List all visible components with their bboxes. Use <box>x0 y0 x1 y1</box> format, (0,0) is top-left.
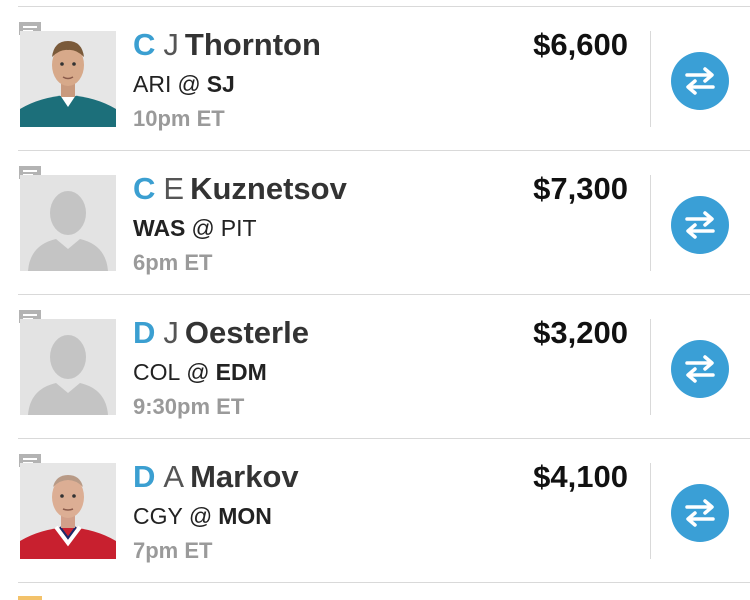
game-matchup: ARI @ SJ <box>133 71 235 98</box>
silhouette-icon <box>20 319 116 415</box>
away-team: WAS <box>133 215 186 241</box>
swap-arrows-icon <box>685 211 715 239</box>
silhouette-icon <box>20 175 116 271</box>
player-salary: $7,300 <box>533 171 628 206</box>
player-name[interactable]: D A Markov <box>133 459 299 495</box>
player-last-name: Thornton <box>184 27 321 62</box>
swap-player-button[interactable] <box>671 196 729 254</box>
vertical-divider <box>650 31 651 127</box>
player-name[interactable]: D J Oesterle <box>133 315 309 351</box>
swap-arrows-icon <box>685 499 715 527</box>
player-photo-placeholder <box>20 319 116 415</box>
game-time: 7pm ET <box>133 538 213 563</box>
player-row[interactable]: C E Kuznetsov WAS @ PIT 6pm ET $7,300 <box>0 151 750 294</box>
player-position: D <box>133 459 156 494</box>
home-team: SJ <box>206 71 235 97</box>
player-position: D <box>133 315 156 350</box>
at-symbol: @ <box>186 359 210 385</box>
player-name[interactable]: C E Kuznetsov <box>133 171 347 207</box>
player-row[interactable]: D J Oesterle COL @ EDM 9:30pm ET $3,200 <box>0 295 750 438</box>
vertical-divider <box>650 463 651 559</box>
away-team: CGY <box>133 503 183 529</box>
at-symbol: @ <box>191 215 215 241</box>
player-last-name: Kuznetsov <box>190 171 347 206</box>
away-team: COL <box>133 359 181 385</box>
player-name[interactable]: C J Thornton <box>133 27 321 63</box>
row-divider <box>18 294 750 295</box>
home-team: PIT <box>220 215 257 241</box>
row-divider <box>18 438 750 439</box>
player-first-initial: J <box>163 315 179 350</box>
player-position: C <box>133 171 156 206</box>
player-row[interactable]: C J Thornton ARI @ SJ 10pm ET $6,600 <box>0 7 750 150</box>
player-first-initial: E <box>163 171 185 206</box>
row-divider <box>18 582 750 583</box>
next-row-accent <box>18 596 42 600</box>
row-divider <box>18 6 750 7</box>
vertical-divider <box>650 319 651 415</box>
row-divider <box>18 150 750 151</box>
at-symbol: @ <box>188 503 213 529</box>
at-symbol: @ <box>177 71 201 97</box>
player-position: C <box>133 27 156 62</box>
game-time: 9:30pm ET <box>133 394 245 419</box>
game-time: 6pm ET <box>133 250 213 275</box>
player-first-initial: A <box>163 459 185 494</box>
home-team: MON <box>218 503 272 529</box>
player-last-name: Oesterle <box>184 315 309 350</box>
swap-player-button[interactable] <box>671 340 729 398</box>
away-team: ARI <box>133 71 172 97</box>
player-first-initial: J <box>163 27 179 62</box>
game-time: 10pm ET <box>133 106 225 131</box>
home-team: EDM <box>215 359 267 385</box>
player-salary: $3,200 <box>533 315 628 350</box>
swap-arrows-icon <box>685 67 715 95</box>
swap-arrows-icon <box>685 355 715 383</box>
player-photo <box>20 463 116 559</box>
player-photo <box>20 31 116 127</box>
game-matchup: COL @ EDM <box>133 359 267 386</box>
player-row[interactable]: D A Markov CGY @ MON 7pm ET $4,100 <box>0 439 750 582</box>
player-salary: $4,100 <box>533 459 628 494</box>
swap-player-button[interactable] <box>671 52 729 110</box>
game-matchup: WAS @ PIT <box>133 215 257 242</box>
player-last-name: Markov <box>190 459 299 494</box>
player-salary: $6,600 <box>533 27 628 62</box>
swap-player-button[interactable] <box>671 484 729 542</box>
player-photo-placeholder <box>20 175 116 271</box>
vertical-divider <box>650 175 651 271</box>
game-matchup: CGY @ MON <box>133 503 272 530</box>
